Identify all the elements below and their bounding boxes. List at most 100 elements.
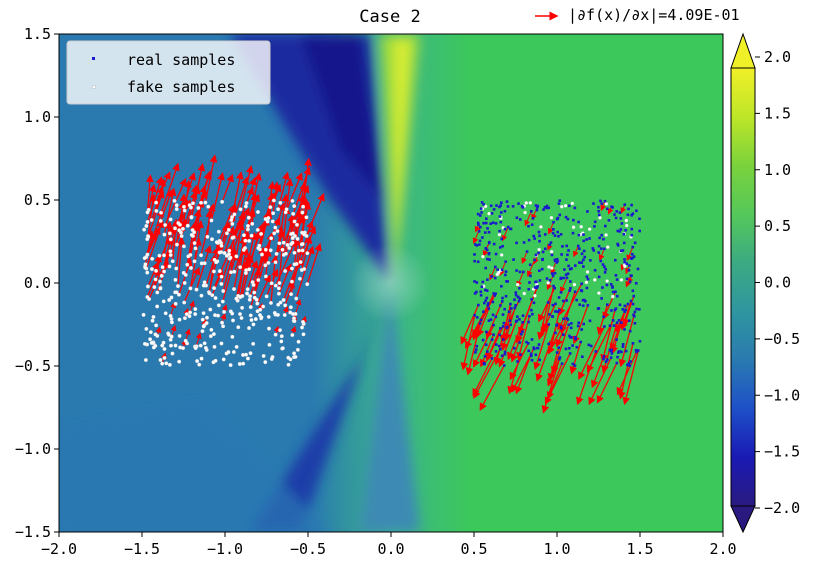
- real-sample-point: [610, 309, 613, 312]
- real-sample-point: [500, 354, 504, 358]
- fake-sample-point: [160, 361, 165, 366]
- real-sample-point: [638, 339, 642, 343]
- real-sample-point: [536, 204, 540, 208]
- fake-sample-point: [276, 302, 281, 307]
- fake-sample-point: [193, 346, 198, 350]
- fake-sample-point: [539, 225, 543, 229]
- fake-sample-point: [243, 204, 248, 209]
- fake-sample-point: [142, 227, 147, 232]
- fake-sample-point: [181, 346, 186, 351]
- gradient-arrow: [569, 341, 582, 375]
- fake-sample-point: [145, 219, 150, 224]
- fake-sample-point: [153, 277, 158, 282]
- fake-sample-point: [170, 351, 175, 356]
- gradient-arrow: [247, 260, 259, 290]
- real-sample-point: [480, 211, 483, 214]
- real-sample-point: [504, 273, 507, 277]
- real-sample-point: [505, 280, 508, 283]
- real-sample-point: [567, 346, 571, 350]
- fake-sample-point: [150, 267, 154, 272]
- real-sample-point: [531, 312, 534, 316]
- fake-sample-point: [206, 204, 211, 209]
- colorbar-body: [730, 67, 756, 507]
- fake-sample-point: [211, 332, 216, 337]
- fake-sample-point: [199, 293, 204, 298]
- real-sample-point: [605, 303, 609, 306]
- real-sample-point: [628, 319, 631, 322]
- fake-sample-point: [157, 253, 162, 258]
- colorbar-tick-label: 0.0: [764, 274, 791, 292]
- real-sample-point: [611, 285, 614, 289]
- real-sample-point: [481, 338, 485, 342]
- real-sample-point: [484, 343, 488, 346]
- real-sample-point: [637, 307, 641, 311]
- fake-sample-point: [143, 262, 148, 267]
- real-sample-point: [531, 217, 535, 220]
- fake-sample-point: [282, 313, 287, 317]
- real-sample-point: [574, 337, 577, 341]
- real-sample-point: [573, 364, 577, 367]
- real-sample-point: [635, 307, 638, 311]
- gradient-arrow: [145, 219, 165, 269]
- fake-sample-point: [283, 303, 288, 308]
- real-sample-point: [580, 252, 584, 256]
- fake-sample-point: [245, 291, 250, 296]
- gradient-arrow: [485, 301, 503, 339]
- fake-sample-point: [176, 292, 181, 297]
- real-sample-point: [482, 310, 485, 314]
- fake-sample-point: [216, 313, 221, 318]
- real-sample-point: [557, 346, 561, 349]
- real-sample-point: [553, 271, 557, 275]
- real-sample-point: [572, 218, 575, 222]
- real-sample-point: [569, 280, 572, 283]
- real-sample-point: [488, 258, 491, 261]
- real-sample-point: [478, 243, 481, 246]
- fake-sample-point: [168, 217, 173, 222]
- real-sample-point: [509, 227, 513, 231]
- colorbar-extend-top: [730, 32, 756, 69]
- real-sample-point: [562, 317, 565, 321]
- real-sample-point: [575, 298, 578, 302]
- real-sample-point: [623, 260, 627, 264]
- fake-sample-point: [300, 325, 305, 330]
- bright-core: [395, 40, 410, 260]
- fake-sample-point: [143, 265, 148, 270]
- real-sample-point: [582, 249, 586, 253]
- fake-sample-point: [202, 280, 207, 285]
- real-sample-point: [614, 274, 618, 277]
- fake-sample-point: [297, 276, 302, 281]
- real-sample-point: [492, 333, 495, 337]
- fake-sample-point: [546, 281, 550, 285]
- real-sample-point: [619, 228, 623, 231]
- fake-sample-point: [261, 353, 266, 358]
- fake-sample-point: [228, 363, 233, 368]
- real-sample-point: [512, 258, 515, 261]
- fake-sample-point: [182, 204, 186, 209]
- fake-sample-point: [300, 210, 305, 215]
- real-sample-point: [492, 208, 496, 211]
- fake-sample-point: [220, 320, 225, 325]
- fake-sample-point: [185, 262, 190, 267]
- fake-sample-point: [499, 253, 504, 257]
- real-sample-point: [623, 328, 626, 331]
- real-sample-point: [518, 286, 521, 290]
- real-sample-point: [491, 313, 495, 317]
- real-sample-point: [582, 265, 585, 268]
- fake-sample-point: [169, 334, 174, 339]
- real-sample-point: [589, 344, 593, 348]
- real-sample-point: [613, 213, 616, 216]
- real-sample-point: [627, 207, 630, 211]
- fake-sample-point: [188, 252, 193, 257]
- real-sample-point: [473, 253, 476, 256]
- fake-sample-point: [263, 263, 268, 268]
- real-sample-point: [561, 245, 564, 248]
- real-sample-point: [533, 237, 536, 240]
- quiver-key: |∂f(x)/∂x|=4.09E-01: [535, 6, 740, 24]
- fake-sample-point: [174, 242, 179, 247]
- fake-sample-point: [212, 344, 217, 349]
- gradient-arrow: [601, 322, 618, 374]
- real-sample-point: [530, 308, 533, 312]
- gradient-arrow: [479, 365, 505, 412]
- real-sample-point: [551, 231, 555, 235]
- real-sample-point: [509, 302, 512, 306]
